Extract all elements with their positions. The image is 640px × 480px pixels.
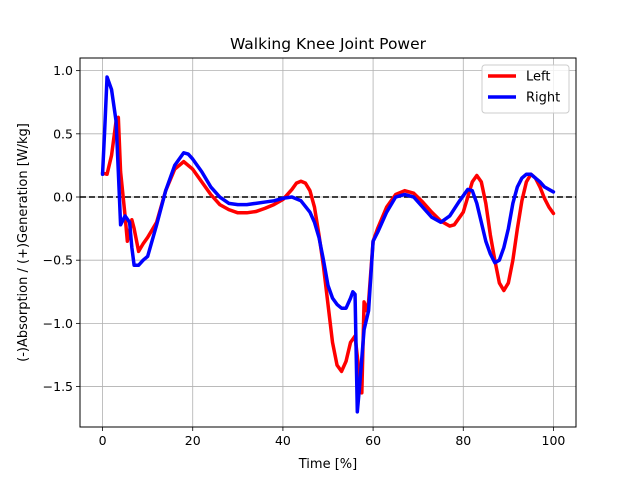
x-tick-label-3: 60 <box>365 433 381 448</box>
legend-label-left: Left <box>526 70 550 85</box>
x-tick-label-4: 80 <box>455 433 471 448</box>
legend-label-right: Right <box>526 91 560 106</box>
y-tick-label-3: 0.0 <box>53 190 73 205</box>
plot-frame <box>79 57 577 428</box>
series-line-right <box>100 75 556 414</box>
legend: Left Right <box>481 64 570 114</box>
x-tick-label-2: 40 <box>275 433 291 448</box>
x-tick-label-1: 20 <box>185 433 201 448</box>
y-tick-label-5: 1.0 <box>53 63 73 78</box>
x-tick-label-5: 100 <box>542 433 566 448</box>
y-tick-label-1: −1.0 <box>43 316 73 331</box>
x-tick-label-0: 0 <box>99 433 107 448</box>
series-lines <box>100 75 556 414</box>
y-tick-label-0: −1.5 <box>43 379 73 394</box>
x-axis-label: Time [%] <box>298 457 357 472</box>
y-tick-label-2: −0.5 <box>43 253 73 268</box>
y-axis-label: (-)Absorption / (+)Generation [W/kg] <box>16 123 31 362</box>
axis-ticks: 0 20 40 60 80 100 −1.5 −1.0 −0.5 0.0 0.5 1.0 <box>43 63 566 448</box>
chart-title: Walking Knee Joint Power <box>230 35 427 53</box>
y-tick-label-4: 0.5 <box>53 126 73 141</box>
